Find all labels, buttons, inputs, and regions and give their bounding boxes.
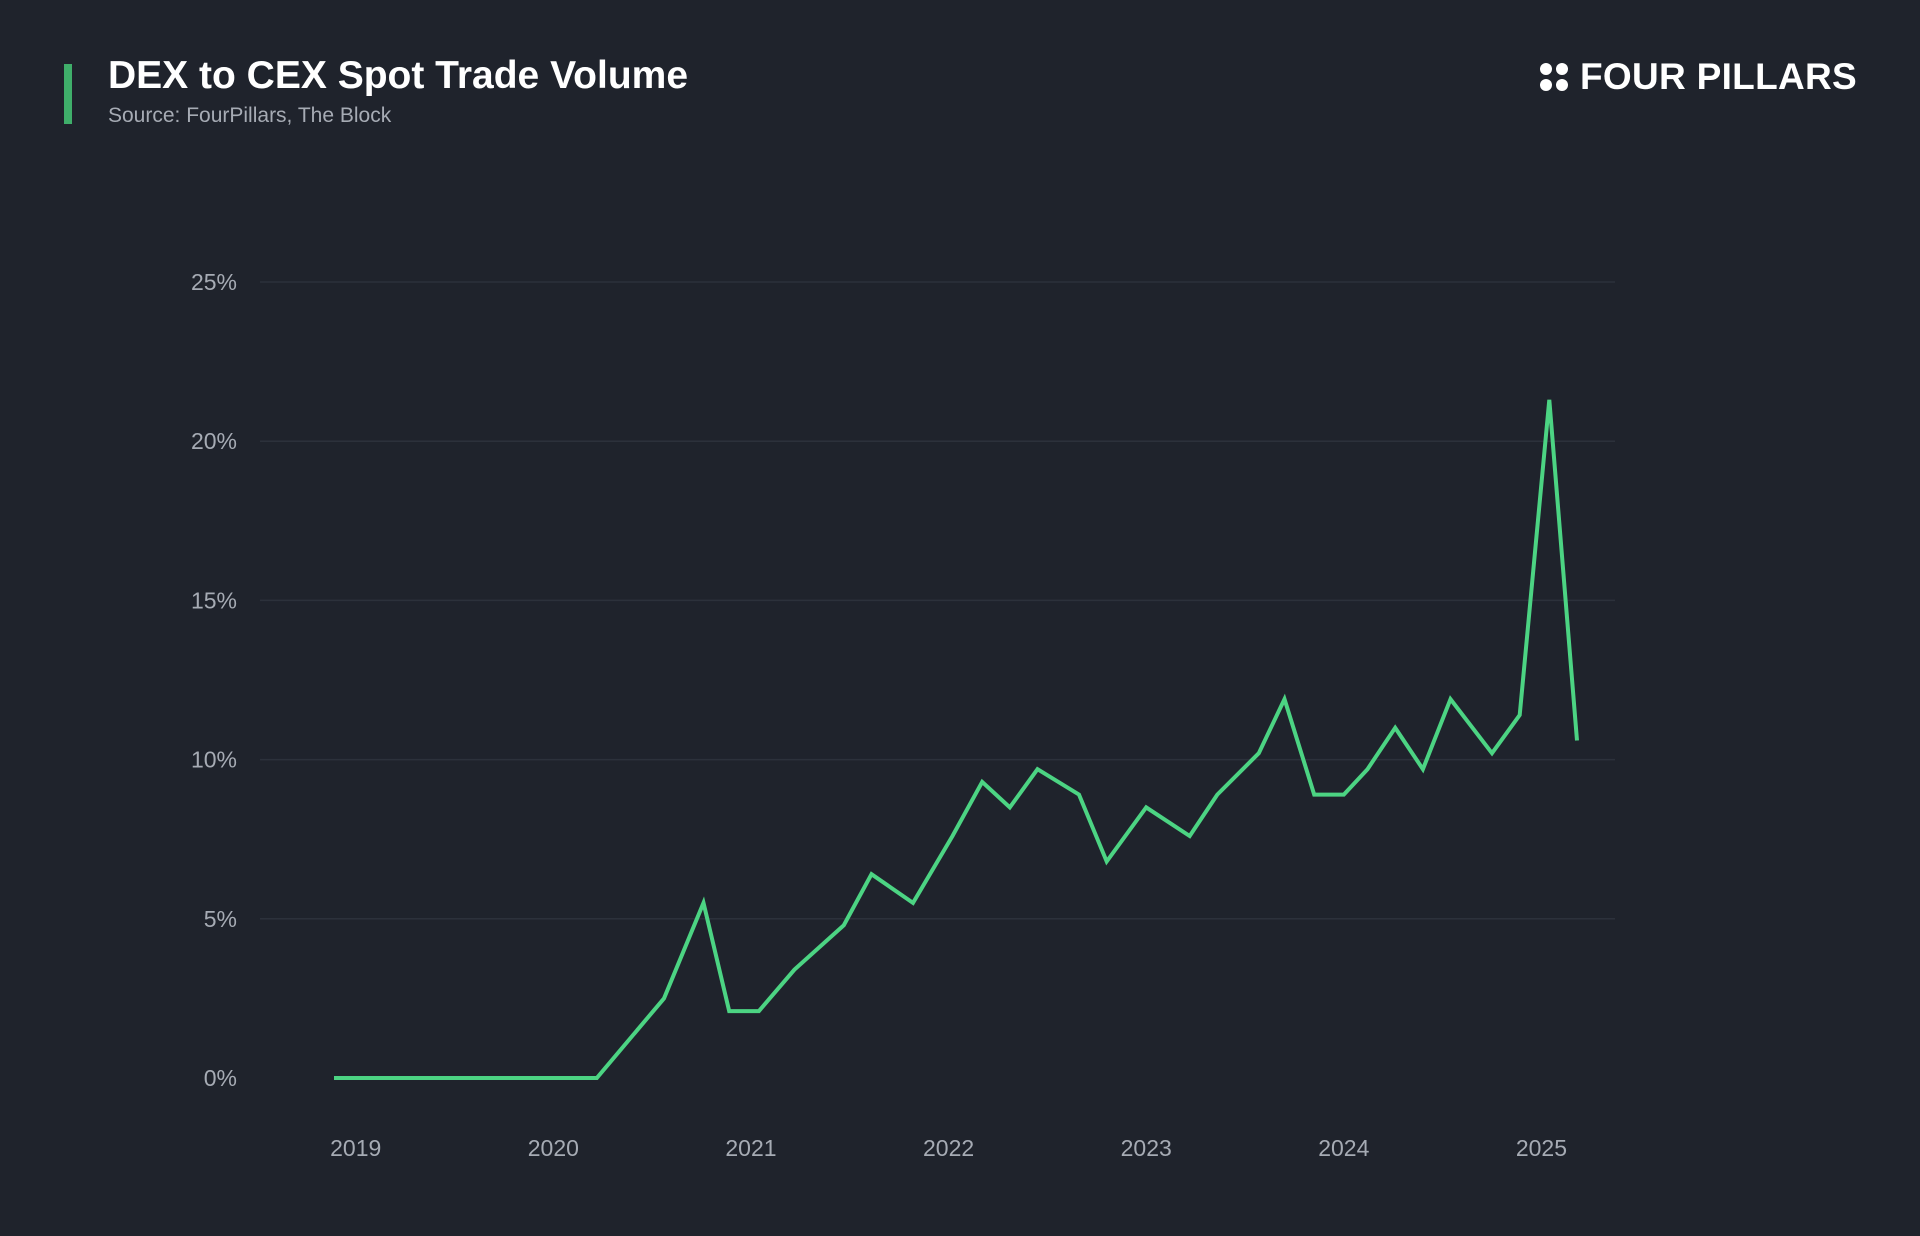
y-tick-label: 25% — [191, 269, 237, 295]
series-line — [334, 399, 1579, 1080]
four-dots-logo-icon — [1540, 63, 1569, 91]
x-tick-label: 2022 — [923, 1135, 974, 1161]
y-tick-label: 15% — [191, 587, 237, 613]
x-tick-label: 2025 — [1516, 1135, 1567, 1161]
x-tick-label: 2024 — [1318, 1135, 1369, 1161]
gridlines — [260, 281, 1615, 920]
x-tick-label: 2020 — [528, 1135, 579, 1161]
x-tick-label: 2019 — [330, 1135, 381, 1161]
x-axis-ticks: 2019 2020 2021 2022 2023 2024 2025 — [330, 1135, 1567, 1161]
chart-source: Source: FourPillars, The Block — [108, 104, 392, 127]
y-tick-label: 0% — [204, 1065, 237, 1091]
y-tick-label: 5% — [204, 906, 237, 932]
series-layer — [334, 399, 1579, 1080]
x-tick-label: 2021 — [725, 1135, 776, 1161]
y-axis-ticks: 0% 5% 10% 15% 20% 25% — [191, 269, 237, 1091]
y-tick-label: 20% — [191, 428, 237, 454]
y-tick-label: 10% — [191, 747, 237, 773]
chart-title: DEX to CEX Spot Trade Volume — [108, 54, 689, 97]
brand-logo: FOUR PILLARS — [1540, 56, 1857, 98]
x-tick-label: 2023 — [1121, 1135, 1172, 1161]
title-accent-bar — [64, 64, 72, 124]
brand-name: FOUR PILLARS — [1580, 56, 1857, 97]
